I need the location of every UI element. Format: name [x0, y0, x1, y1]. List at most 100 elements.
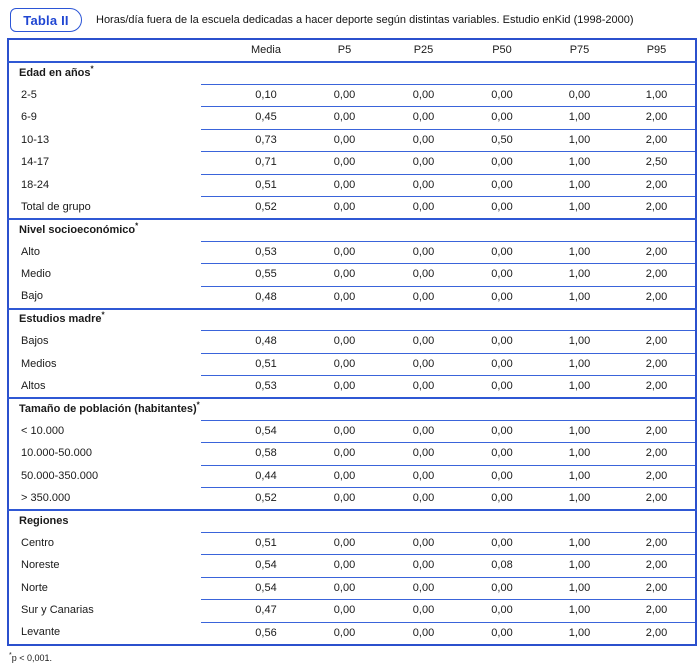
value-cell-p75: 1,00 — [541, 599, 618, 622]
section-header-cell: Estudios madre* — [8, 307, 696, 331]
row-label: Bajo — [21, 290, 44, 303]
value-cell-p5: 0,00 — [305, 576, 384, 600]
value-cell-p25: 0,00 — [384, 487, 463, 510]
row-label: Noreste — [21, 559, 60, 572]
value-cell-p5: 0,00 — [305, 106, 384, 129]
value-cell-p95: 2,00 — [618, 285, 696, 309]
value-cell-p95: 2,00 — [618, 419, 696, 443]
row-label: 18-24 — [21, 178, 50, 191]
row-label: Medios — [21, 357, 57, 370]
row-label: Altos — [21, 379, 46, 392]
value-cell-p95: 2,00 — [618, 263, 696, 286]
value-cell-p50: 0,00 — [463, 621, 541, 645]
row-label: Sur y Canarias — [21, 604, 94, 617]
table-row: 10-13 0,73 0,00 0,00 0,50 1,00 2,00 — [8, 128, 696, 152]
value-cell-p5: 0,00 — [305, 419, 384, 443]
value-cell-p50: 0,00 — [463, 487, 541, 510]
column-header-p75: P75 — [569, 44, 590, 56]
value-cell-p25: 0,00 — [384, 464, 463, 488]
value-cell-media: 0,54 — [201, 419, 305, 443]
value-cell-p75: 1,00 — [541, 330, 618, 353]
table-row: Alto 0,53 0,00 0,00 0,00 1,00 2,00 — [8, 240, 696, 264]
value-cell-media: 0,73 — [201, 128, 305, 152]
value-cell-p50: 0,00 — [463, 196, 541, 219]
value-cell-p75: 1,00 — [541, 151, 618, 174]
value-cell-p95: 2,00 — [618, 375, 696, 398]
table-title: Horas/día fuera de la escuela dedicadas … — [96, 14, 634, 26]
value-cell-p5: 0,00 — [305, 554, 384, 577]
value-cell-p50: 0,00 — [463, 419, 541, 443]
footnote-text: p < 0,001. — [11, 652, 53, 663]
value-cell-p25: 0,00 — [384, 196, 463, 219]
value-cell-p5: 0,00 — [305, 531, 384, 555]
value-cell-p75: 1,00 — [541, 352, 618, 376]
value-cell-p5: 0,00 — [305, 487, 384, 510]
value-cell-p50: 0,00 — [463, 375, 541, 398]
section-label: Estudios madre — [19, 313, 102, 326]
value-cell-p25: 0,00 — [384, 576, 463, 600]
table-row: Bajos 0,48 0,00 0,00 0,00 1,00 2,00 — [8, 330, 696, 353]
column-header-row: Media P5 P25 P50 P75 P95 — [8, 39, 696, 62]
column-header-empty — [8, 39, 201, 62]
row-label: Levante — [21, 626, 61, 639]
value-cell-media: 0,54 — [201, 554, 305, 577]
section-header-cell: Nivel socioeconómico* — [8, 218, 696, 241]
table-row: < 10.000 0,54 0,00 0,00 0,00 1,00 2,00 — [8, 419, 696, 443]
value-cell-p25: 0,00 — [384, 554, 463, 577]
value-cell-p95: 2,00 — [618, 173, 696, 197]
value-cell-p95: 2,00 — [618, 554, 696, 577]
value-cell-p50: 0,00 — [463, 263, 541, 286]
value-cell-p75: 1,00 — [541, 554, 618, 577]
value-cell-p95: 1,00 — [618, 83, 696, 107]
value-cell-p25: 0,00 — [384, 621, 463, 645]
section-header-cell: Edad en años* — [8, 61, 696, 84]
value-cell-p75: 1,00 — [541, 621, 618, 645]
value-cell-p25: 0,00 — [384, 375, 463, 398]
value-cell-p5: 0,00 — [305, 464, 384, 488]
value-cell-p5: 0,00 — [305, 263, 384, 286]
value-cell-p75: 1,00 — [541, 173, 618, 197]
value-cell-p5: 0,00 — [305, 128, 384, 152]
value-cell-media: 0,53 — [201, 240, 305, 264]
column-header-media: Media — [251, 44, 281, 56]
value-cell-media: 0,44 — [201, 464, 305, 488]
table-row: 14-17 0,71 0,00 0,00 0,00 1,00 2,50 — [8, 151, 696, 174]
value-cell-p95: 2,00 — [618, 330, 696, 353]
value-cell-p25: 0,00 — [384, 419, 463, 443]
value-cell-media: 0,54 — [201, 576, 305, 600]
value-cell-p5: 0,00 — [305, 151, 384, 174]
row-label: < 10.000 — [21, 424, 65, 437]
value-cell-p5: 0,00 — [305, 173, 384, 197]
value-cell-p95: 2,00 — [618, 128, 696, 152]
section-label: Nivel socioeconómico — [19, 223, 136, 236]
row-label: 2-5 — [21, 88, 37, 101]
section-header-row: Estudios madre* — [8, 307, 696, 331]
row-label: Norte — [21, 581, 48, 594]
value-cell-media: 0,71 — [201, 151, 305, 174]
value-cell-p75: 0,00 — [541, 83, 618, 107]
row-label: Total de grupo — [21, 200, 91, 213]
value-cell-p5: 0,00 — [305, 285, 384, 309]
section-header-row: Regiones — [8, 509, 696, 532]
value-cell-p25: 0,00 — [384, 531, 463, 555]
value-cell-p5: 0,00 — [305, 352, 384, 376]
value-cell-p50: 0,00 — [463, 464, 541, 488]
value-cell-p95: 2,00 — [618, 106, 696, 129]
value-cell-media: 0,52 — [201, 196, 305, 219]
value-cell-p25: 0,00 — [384, 128, 463, 152]
row-label: Medio — [21, 268, 51, 281]
value-cell-media: 0,47 — [201, 599, 305, 622]
table-row: 2-5 0,10 0,00 0,00 0,00 0,00 1,00 — [8, 83, 696, 107]
value-cell-p5: 0,00 — [305, 330, 384, 353]
value-cell-p50: 0,00 — [463, 240, 541, 264]
table-row: Bajo 0,48 0,00 0,00 0,00 1,00 2,00 — [8, 285, 696, 309]
table-row: Centro 0,51 0,00 0,00 0,00 1,00 2,00 — [8, 531, 696, 555]
value-cell-p95: 2,00 — [618, 240, 696, 264]
row-label: 50.000-350.000 — [21, 469, 99, 482]
value-cell-p50: 0,00 — [463, 330, 541, 353]
value-cell-media: 0,51 — [201, 531, 305, 555]
value-cell-media: 0,51 — [201, 173, 305, 197]
row-label: 6-9 — [21, 111, 37, 124]
section-asterisk: * — [196, 400, 200, 410]
